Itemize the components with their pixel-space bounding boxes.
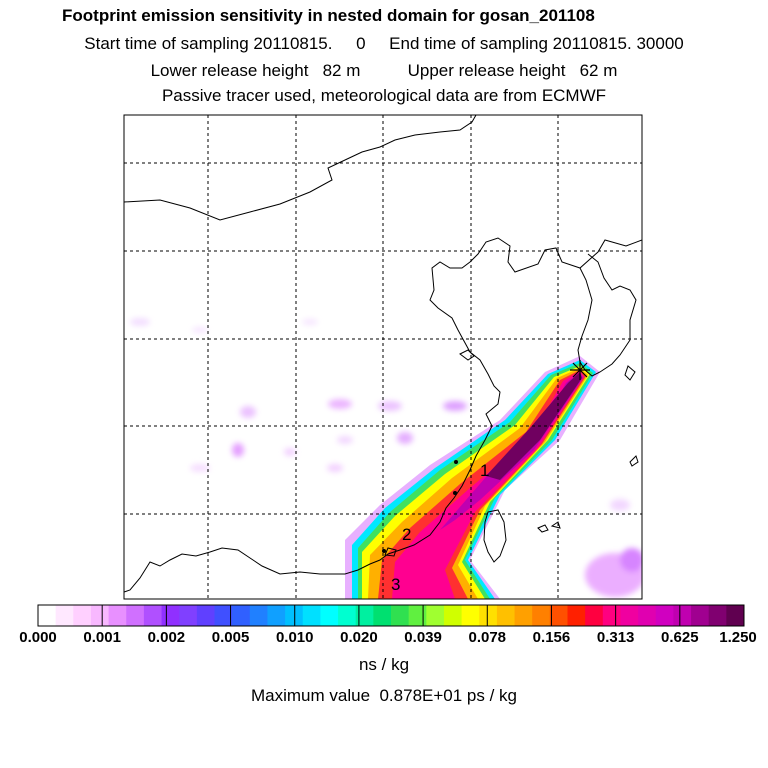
colorbar-tick-label: 0.005: [211, 629, 250, 646]
colorbar-swatch: [108, 605, 127, 626]
colorbar-swatch: [338, 605, 357, 626]
release-height-line: Lower release height 82 m Upper release …: [150, 61, 618, 80]
colorbar-swatch: [73, 605, 92, 626]
colorbar-tick-label: 0.625: [661, 629, 699, 646]
colorbar-swatch: [673, 605, 692, 626]
colorbar-swatch: [620, 605, 639, 626]
colorbar-swatch: [196, 605, 215, 626]
colorbar-tick-label: 0.002: [147, 629, 186, 646]
colorbar-swatch: [267, 605, 286, 626]
colorbar-tick-label: 0.020: [340, 629, 378, 646]
colorbar-swatch: [285, 605, 304, 626]
colorbar-swatch: [567, 605, 586, 626]
colorbar-swatch: [232, 605, 251, 626]
colorbar-tick-label: 0.313: [596, 629, 635, 646]
colorbar-swatch: [655, 605, 674, 626]
trajectory-points: [382, 460, 458, 553]
colorbar-tick-label: 0.156: [532, 629, 571, 646]
sensitivity-low-patches: [130, 318, 642, 597]
colorbar-swatch: [549, 605, 568, 626]
map-panel: 1 2 3: [124, 115, 642, 599]
colorbar-swatch: [179, 605, 198, 626]
cluster-label-3: 3: [391, 575, 400, 594]
colorbar-swatch: [602, 605, 621, 626]
colorbar-units: ns / kg: [358, 655, 410, 674]
colorbar-tick-label: 0.078: [468, 629, 507, 646]
colorbar-swatch: [426, 605, 445, 626]
coastlines: [124, 115, 642, 593]
colorbar-swatch: [461, 605, 480, 626]
colorbar-swatch: [496, 605, 516, 626]
colorbar-swatch: [479, 605, 498, 626]
colorbar-tick-label: 0.000: [19, 629, 57, 646]
colorbar-swatch: [514, 605, 533, 626]
colorbar-swatch: [126, 605, 145, 626]
colorbar-swatch: [373, 605, 392, 626]
colorbar-swatch: [726, 605, 745, 626]
colorbar-tick-label: 1.250: [719, 629, 757, 646]
colorbar-swatch: [408, 605, 427, 626]
colorbar-swatch: [214, 605, 233, 626]
cluster-label-2: 2: [402, 525, 411, 544]
colorbar-swatch: [708, 605, 727, 626]
colorbar-swatch: [38, 605, 57, 626]
tracer-info-line: Passive tracer used, meteorological data…: [161, 86, 607, 105]
colorbar-swatch: [532, 605, 551, 626]
colorbar-swatch: [443, 605, 463, 626]
colorbar-swatch: [90, 605, 110, 626]
maximum-value-text: Maximum value 0.878E+01 ps / kg: [251, 686, 517, 705]
colorbar-swatch: [249, 605, 268, 626]
cluster-label-1: 1: [480, 461, 489, 480]
colorbar: [37, 604, 745, 627]
colorbar-swatch: [161, 605, 180, 626]
plot-title: Footprint emission sensitivity in nested…: [62, 6, 595, 25]
colorbar-swatch: [638, 605, 657, 626]
graticule: [124, 115, 642, 599]
colorbar-swatch: [691, 605, 710, 626]
colorbar-tick-label: 0.039: [404, 629, 442, 646]
colorbar-swatch: [143, 605, 163, 626]
colorbar-swatch: [55, 605, 74, 626]
colorbar-swatch: [302, 605, 321, 626]
colorbar-tick-label: 0.010: [275, 629, 314, 646]
colorbar-swatch: [585, 605, 604, 626]
plume-band-purple: [440, 372, 583, 530]
receptor-star-icon: [570, 360, 590, 380]
colorbar-swatch: [391, 605, 410, 626]
colorbar-tick-label: 0.001: [83, 629, 121, 646]
colorbar-swatch: [355, 605, 374, 626]
colorbar-swatch: [320, 605, 339, 626]
map-frame: [123, 114, 643, 600]
colorbar-frame: [37, 604, 745, 627]
sampling-time-line: Start time of sampling 20110815. 0 End t…: [84, 34, 684, 53]
